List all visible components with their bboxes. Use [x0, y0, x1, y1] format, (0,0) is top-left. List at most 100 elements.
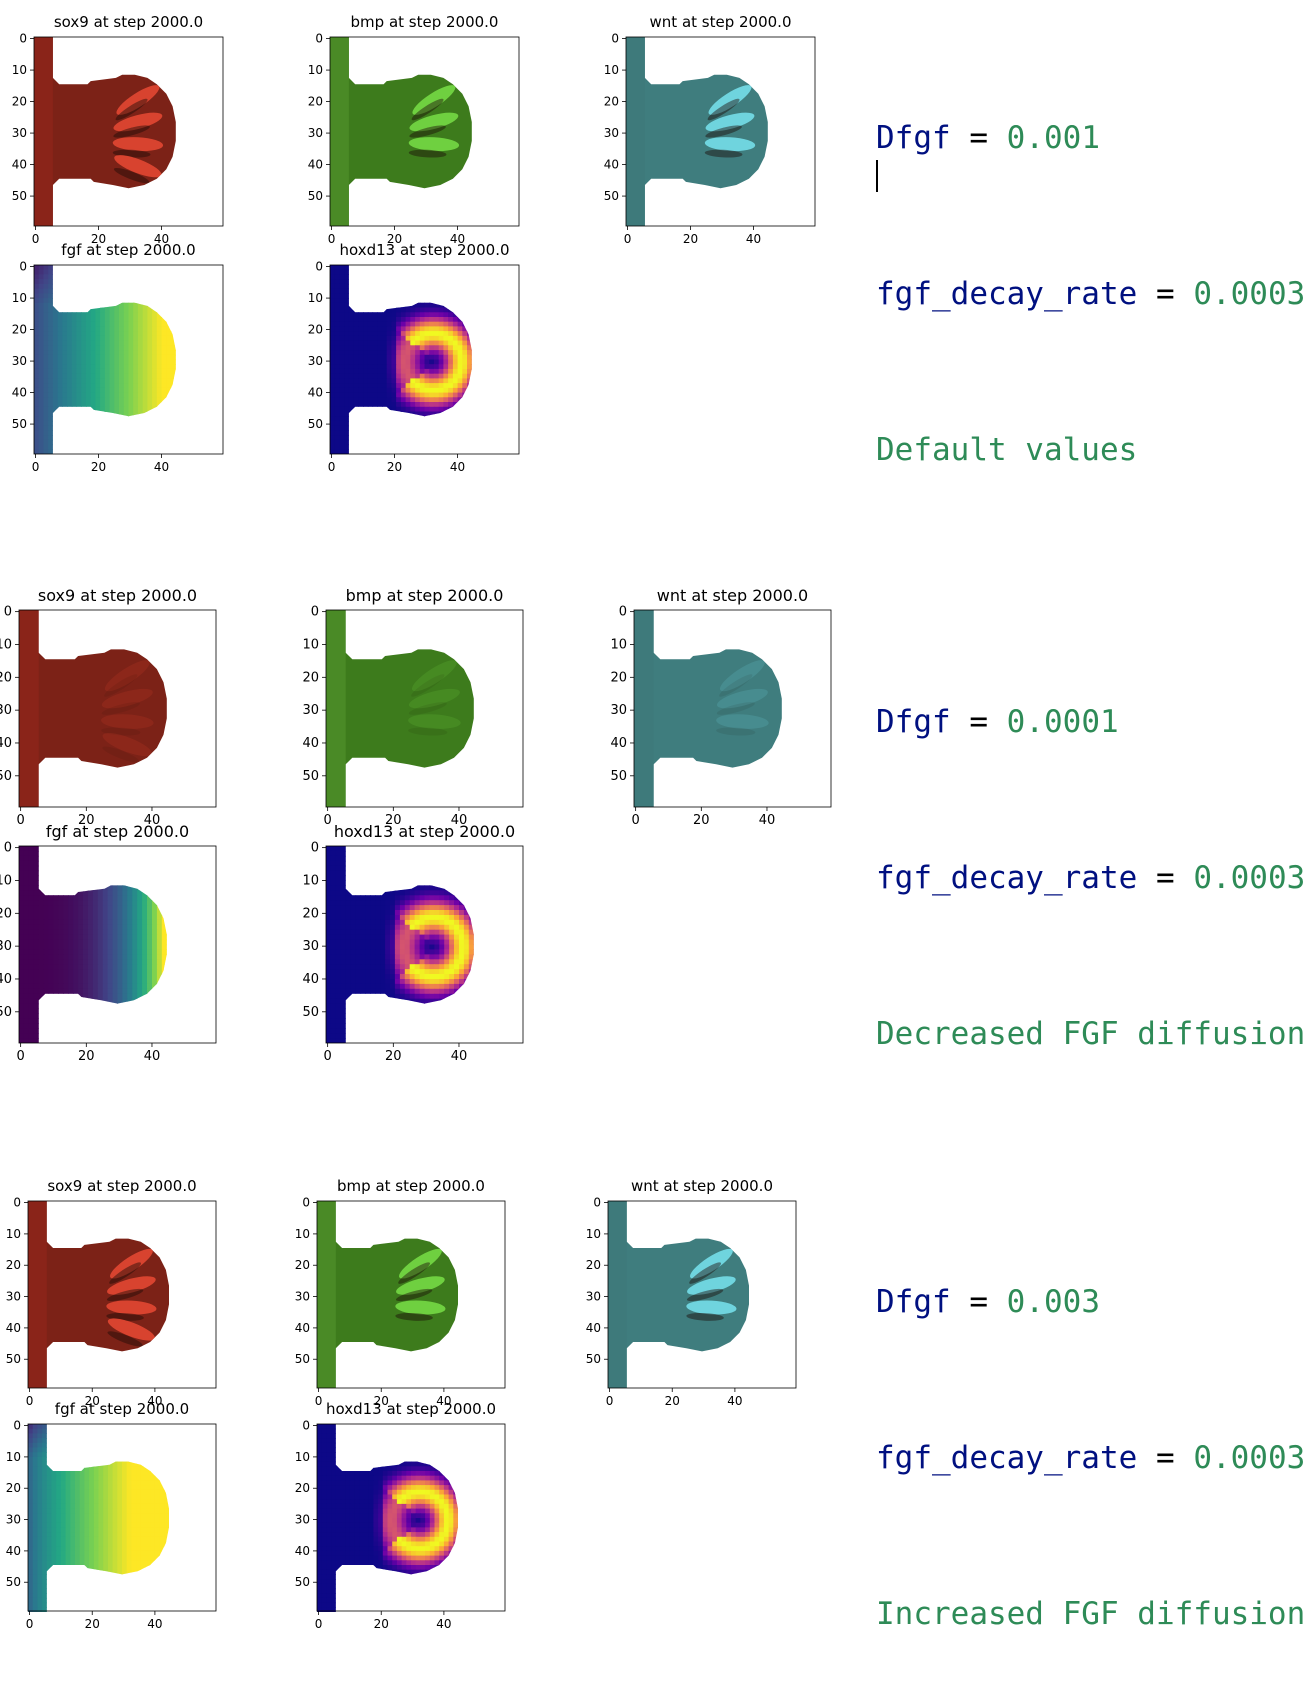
- heatmap-cell: [186, 895, 192, 901]
- heatmap-cell: [138, 435, 143, 440]
- heatmap-cell: [505, 440, 510, 445]
- heatmap-cell: [83, 1033, 89, 1039]
- heatmap-cell: [458, 341, 463, 346]
- heatmap-cell: [467, 393, 472, 398]
- heatmap-cell: [58, 322, 63, 327]
- heatmap-cell: [477, 402, 482, 407]
- heatmap-cell: [62, 270, 67, 275]
- heatmap-cell: [172, 915, 178, 921]
- heatmap-cell: [172, 949, 178, 955]
- heatmap-cell: [95, 274, 100, 279]
- heatmap-cell: [119, 416, 124, 421]
- heatmap-cell: [62, 402, 67, 407]
- heatmap-cell: [429, 374, 434, 379]
- heatmap-cell: [377, 378, 382, 383]
- heatmap-cell: [339, 265, 344, 270]
- heatmap-cell: [133, 426, 138, 431]
- heatmap-cell: [420, 402, 425, 407]
- heatmap-cell: [58, 341, 63, 346]
- heatmap-cell: [53, 355, 58, 360]
- heatmap-cell: [29, 871, 35, 877]
- heatmap-cell: [118, 940, 124, 946]
- heatmap-cell: [119, 355, 124, 360]
- heatmap-cell: [185, 317, 190, 322]
- heatmap-cell: [34, 369, 39, 374]
- heatmap-cell: [481, 369, 486, 374]
- heatmap-cell: [62, 421, 67, 426]
- heatmap-cell: [358, 393, 363, 398]
- heatmap-cell: [330, 397, 335, 402]
- heatmap-cell: [129, 317, 134, 322]
- heatmap-cell: [119, 270, 124, 275]
- y-tick-label: 50: [302, 769, 319, 784]
- axes-frame: [326, 610, 523, 807]
- heatmap-cell: [453, 303, 458, 308]
- heatmap-cell: [373, 407, 378, 412]
- heatmap-cell: [86, 430, 91, 435]
- heatmap-cell: [387, 397, 392, 402]
- heatmap-cell: [49, 989, 55, 995]
- heatmap-cell: [62, 336, 67, 341]
- heatmap-cell: [122, 969, 128, 975]
- heatmap-cell: [335, 397, 340, 402]
- heatmap-cell: [335, 274, 340, 279]
- heatmap-cell: [162, 345, 167, 350]
- heatmap-cell: [34, 856, 40, 862]
- heatmap-cell: [98, 1023, 104, 1029]
- heatmap-cell: [114, 412, 119, 417]
- heatmap-cell: [410, 355, 415, 360]
- heatmap-cell: [439, 331, 444, 336]
- heatmap-cell: [77, 407, 82, 412]
- heatmap-cell: [185, 426, 190, 431]
- heatmap-cell: [93, 964, 99, 970]
- heatmap-cell: [162, 871, 168, 877]
- heatmap-cell: [167, 969, 173, 975]
- heatmap-cell: [34, 984, 40, 990]
- heatmap-cell: [39, 940, 45, 946]
- heatmap-cell: [211, 881, 217, 887]
- heatmap-cell: [162, 426, 167, 431]
- heatmap-cell: [406, 416, 411, 421]
- heatmap-cell: [34, 322, 39, 327]
- heatmap-cell: [177, 1009, 183, 1015]
- heatmap-cell: [330, 426, 335, 431]
- heatmap-cell: [425, 336, 430, 341]
- heatmap-cell: [495, 293, 500, 298]
- heatmap-cell: [29, 964, 35, 970]
- heatmap-cell: [34, 312, 39, 317]
- heatmap-cell: [406, 435, 411, 440]
- heatmap-cell: [171, 308, 176, 313]
- heatmap-cell: [190, 293, 195, 298]
- heatmap-cell: [181, 312, 186, 317]
- heatmap-cell: [62, 279, 67, 284]
- heatmap-cell: [391, 274, 396, 279]
- parameter-text-block[interactable]: Dfgf = 0.001 fgf_decay_rate = 0.0003 Def…: [876, 8, 1305, 528]
- heatmap-cell: [182, 984, 188, 990]
- heatmap-cell: [162, 360, 167, 365]
- heatmap-cell: [204, 317, 209, 322]
- heatmap-cell: [443, 407, 448, 412]
- heatmap-cell: [98, 890, 104, 896]
- heatmap-cell: [34, 416, 39, 421]
- heatmap-cell: [439, 336, 444, 341]
- heatmap-cell: [29, 1004, 35, 1010]
- heatmap-cell: [83, 871, 89, 877]
- heatmap-cell: [491, 355, 496, 360]
- heatmap-cell: [133, 265, 138, 270]
- heatmap-cell: [142, 910, 148, 916]
- heatmap-cell: [122, 964, 128, 970]
- heatmap-cell: [462, 331, 467, 336]
- heatmap-cell: [95, 374, 100, 379]
- heatmap-cell: [34, 1009, 40, 1015]
- heatmap-cell: [152, 393, 157, 398]
- heatmap-cell: [113, 915, 119, 921]
- heatmap-cell: [58, 289, 63, 294]
- heatmap-cell: [434, 331, 439, 336]
- heatmap-cell: [410, 298, 415, 303]
- heatmap-cell: [176, 449, 181, 454]
- heatmap-cell: [58, 969, 64, 975]
- heatmap-cell: [39, 355, 44, 360]
- heatmap-cell: [152, 945, 158, 951]
- heatmap-cell: [58, 959, 64, 965]
- heatmap-cell: [391, 341, 396, 346]
